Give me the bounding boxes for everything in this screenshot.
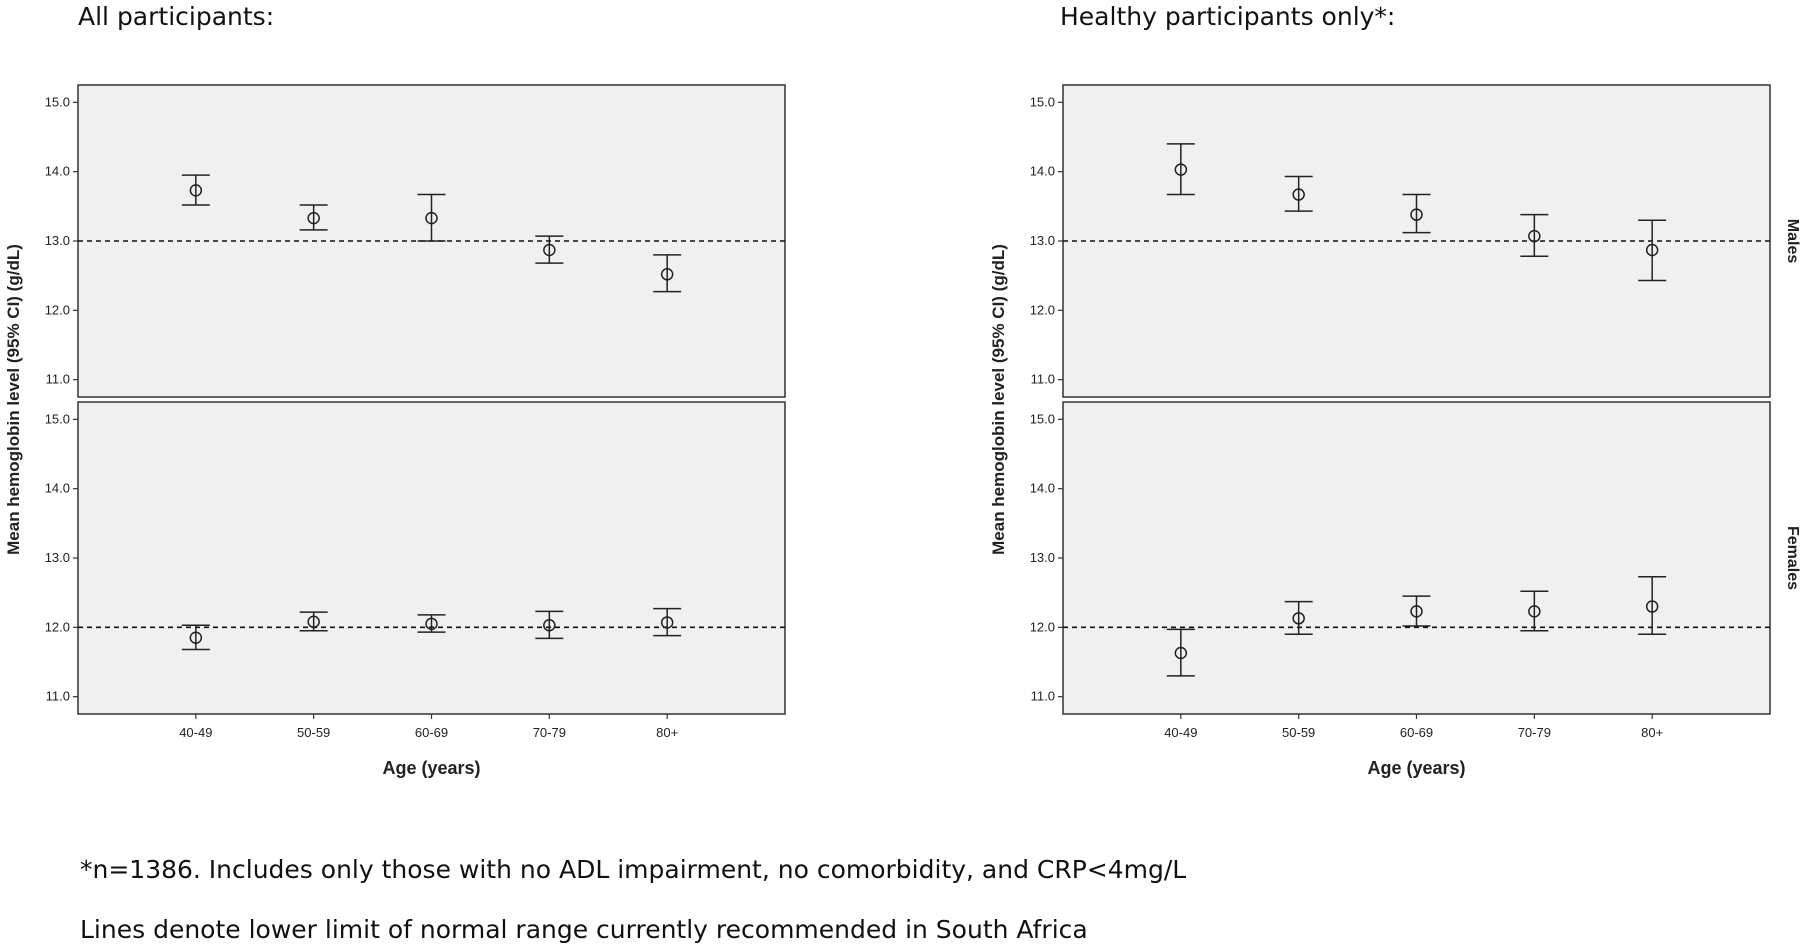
error-bar-males-60-69	[1402, 193, 1431, 234]
panel-females: 11.0 12.0 13.0 14.0 15.0 Females	[45, 401, 800, 715]
x-axis-title: Age (years)	[1367, 758, 1465, 778]
x-tick-label-70-79: 70-79	[1518, 725, 1551, 740]
mean-point	[543, 619, 556, 632]
mean-point	[189, 631, 203, 644]
mean-point	[660, 268, 674, 281]
y-tick-label: 12.0	[45, 619, 70, 634]
x-tick-label-50-59: 50-59	[297, 725, 330, 740]
x-tick-label-40-49: 40-49	[179, 725, 212, 740]
mean-point	[1645, 600, 1659, 613]
panel-males: 11.0 12.0 13.0 14.0 15.0 Males	[1030, 84, 1800, 398]
facet-label-males: Males	[1784, 219, 1800, 264]
error-bar-males-70-79	[535, 235, 564, 264]
mean-point	[425, 617, 438, 631]
error-bar-females-80	[653, 607, 682, 637]
footnote-sample-definition: *n=1386. Includes only those with no ADL…	[80, 855, 1187, 884]
x-tick-label-60-69: 60-69	[1400, 725, 1433, 740]
mean-point	[1292, 612, 1305, 625]
chart-healthy-participants: 11.0 12.0 13.0 14.0 15.0 Males 11.0 12.0 13.0 14.…	[989, 84, 1800, 778]
facet-label-females: Females	[799, 526, 800, 590]
error-bar-males-50-59	[299, 204, 328, 231]
panel-females: 11.0 12.0 13.0 14.0 15.0 Females	[1030, 401, 1800, 715]
error-bar-females-50-59	[1284, 600, 1313, 636]
y-tick-label: 12.0	[45, 302, 70, 317]
x-tick-label-40-49: 40-49	[1164, 725, 1197, 740]
mean-point	[1292, 188, 1305, 201]
mean-point	[425, 211, 438, 225]
y-tick-label: 13.0	[45, 550, 70, 565]
y-axis-title: Mean hemoglobin level (95% CI) (g/dL)	[989, 244, 1008, 555]
mean-point	[1528, 605, 1541, 618]
mean-point	[307, 615, 320, 629]
y-tick-label: 11.0	[1031, 689, 1055, 704]
mean-point	[660, 616, 674, 629]
y-tick-label: 14.0	[1030, 481, 1055, 496]
y-tick-label: 13.0	[1030, 550, 1055, 565]
y-tick-label: 13.0	[45, 233, 70, 248]
mean-point	[1410, 605, 1423, 618]
y-tick-label: 15.0	[45, 411, 70, 426]
mean-point	[1174, 163, 1188, 176]
panel-males: 11.0 12.0 13.0 14.0 15.0 Males	[45, 84, 800, 398]
error-bar-females-80	[1638, 575, 1667, 636]
mean-point	[307, 211, 320, 225]
y-tick-label: 15.0	[45, 94, 70, 109]
y-tick-label: 14.0	[45, 481, 70, 496]
footnote-reference-lines: Lines denote lower limit of normal range…	[80, 915, 1088, 944]
panel-background	[77, 401, 786, 715]
y-tick-label: 12.0	[1030, 302, 1055, 317]
error-bar-males-60-69	[417, 193, 446, 242]
error-bar-females-60-69	[1402, 595, 1431, 627]
panel-background	[1062, 401, 1771, 715]
error-bar-males-40-49	[1166, 143, 1195, 196]
y-tick-label: 11.0	[46, 689, 70, 704]
x-tick-label-60-69: 60-69	[415, 725, 448, 740]
chart-heading-all-participants: All participants:	[78, 2, 275, 31]
y-tick-label: 14.0	[45, 164, 70, 179]
mean-point	[1645, 243, 1659, 257]
mean-point	[1174, 646, 1188, 660]
error-bar-females-70-79	[1520, 590, 1549, 632]
y-tick-label: 14.0	[1030, 164, 1055, 179]
chart-heading-healthy-participants: Healthy participants only*:	[1060, 2, 1396, 31]
x-axis-title: Age (years)	[382, 758, 480, 778]
error-bar-males-50-59	[1284, 175, 1313, 212]
error-bar-males-80	[653, 254, 682, 293]
error-bar-females-70-79	[535, 610, 564, 640]
facet-label-females: Females	[1784, 526, 1800, 590]
chart-all-participants: 11.0 12.0 13.0 14.0 15.0 Males 11.0 12.0 13.0 14.…	[4, 84, 800, 778]
error-bar-males-40-49	[181, 174, 210, 206]
x-tick-label-50-59: 50-59	[1282, 725, 1315, 740]
error-bar-females-60-69	[417, 614, 446, 633]
mean-point	[543, 243, 556, 257]
mean-point	[189, 184, 203, 197]
y-axis-title: Mean hemoglobin level (95% CI) (g/dL)	[4, 244, 23, 555]
error-bar-males-80	[1638, 219, 1667, 282]
error-bar-males-70-79	[1520, 213, 1549, 258]
x-tick-label-80: 80+	[1641, 725, 1663, 740]
y-tick-label: 11.0	[1031, 372, 1055, 387]
error-bar-females-50-59	[299, 611, 328, 632]
mean-point	[1528, 229, 1541, 243]
x-tick-label-80: 80+	[656, 725, 678, 740]
error-bar-females-40-49	[181, 624, 210, 651]
facet-label-males: Males	[799, 219, 800, 264]
mean-point	[1410, 208, 1423, 221]
error-bar-females-40-49	[1166, 628, 1195, 677]
y-tick-label: 15.0	[1030, 94, 1055, 109]
x-tick-label-70-79: 70-79	[533, 725, 566, 740]
y-tick-label: 11.0	[46, 372, 70, 387]
y-tick-label: 13.0	[1030, 233, 1055, 248]
y-tick-label: 15.0	[1030, 411, 1055, 426]
y-tick-label: 12.0	[1030, 619, 1055, 634]
